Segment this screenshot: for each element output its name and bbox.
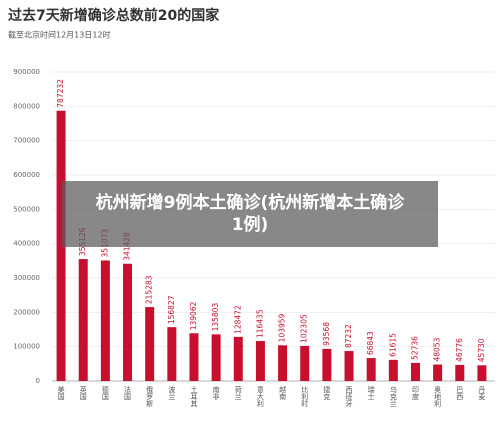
bar — [477, 365, 487, 381]
bar — [100, 260, 110, 381]
x-tick-label: 印度 — [411, 386, 419, 401]
value-label: 103959 — [278, 313, 287, 342]
bar — [278, 345, 288, 381]
bar — [167, 327, 177, 381]
value-label: 215283 — [145, 275, 154, 304]
chart-subtitle: 截至北京时间12月13日12时 — [8, 30, 111, 40]
value-label: 156827 — [167, 295, 176, 324]
x-tick-label: 俄罗斯 — [146, 385, 154, 408]
bar — [145, 307, 155, 381]
y-tick-label: 900000 — [13, 68, 40, 76]
x-tick-label: 南非 — [212, 385, 220, 401]
value-label: 46776 — [455, 338, 464, 362]
bar — [455, 364, 465, 381]
x-tick-label: 越南 — [279, 385, 287, 400]
value-label: 52736 — [410, 336, 419, 360]
bar — [56, 110, 66, 381]
y-tick-label: 200000 — [13, 308, 40, 316]
caption-box — [62, 181, 438, 247]
x-tick-label: 捷克 — [323, 385, 331, 401]
bar — [233, 336, 243, 381]
bar — [433, 364, 443, 381]
caption: 杭州新增9例本土确诊(杭州新增本土确诊 1例) — [96, 192, 406, 235]
x-tick-label: 巴西 — [456, 386, 464, 401]
bar — [300, 345, 310, 381]
bar — [255, 341, 265, 381]
value-label: 116435 — [255, 309, 264, 338]
caption-line: 1例) — [232, 214, 269, 235]
value-label: 87232 — [344, 324, 353, 348]
x-tick-label: 瑞士 — [367, 385, 375, 400]
x-tick-label: 奥地利 — [434, 385, 442, 407]
bar — [189, 333, 199, 381]
bar — [410, 362, 420, 381]
x-tick-label: 荷兰 — [234, 385, 242, 400]
x-tick-label: 法国 — [124, 385, 132, 401]
bar — [344, 351, 354, 381]
value-label: 45730 — [477, 338, 486, 362]
caption-line: 杭州新增9例本土确诊(杭州新增本土确诊 — [96, 192, 406, 213]
value-label: 102305 — [300, 314, 309, 343]
y-tick-label: 500000 — [13, 205, 40, 213]
x-tick-label: 意大利 — [256, 385, 264, 407]
value-label: 139062 — [189, 301, 198, 330]
value-label: 66843 — [366, 331, 375, 355]
y-tick-label: 800000 — [13, 102, 40, 110]
x-tick-label: 土耳其 — [190, 385, 198, 408]
value-label: 128472 — [233, 305, 242, 334]
bar — [322, 348, 332, 381]
bar — [78, 259, 88, 381]
value-label: 787232 — [56, 79, 65, 108]
y-tick-label: 300000 — [13, 274, 40, 282]
x-tick-label: 英国 — [79, 385, 87, 401]
x-tick-label: 比利时 — [301, 385, 309, 407]
y-tick-label: 100000 — [13, 343, 40, 351]
x-tick-label: 美国 — [57, 385, 65, 401]
bar — [388, 359, 398, 381]
x-tick-label: 乌克兰 — [389, 385, 397, 407]
x-tick-label: 西班牙 — [345, 386, 353, 408]
x-tick-label: 波兰 — [168, 385, 176, 400]
x-tick-label: 德国 — [101, 385, 109, 401]
bar — [211, 334, 221, 381]
y-tick-label: 400000 — [13, 240, 40, 248]
y-tick-label: 0 — [36, 377, 40, 385]
value-label: 93568 — [322, 322, 331, 346]
value-label: 61615 — [388, 333, 397, 357]
x-tick-label: 丹麦 — [478, 386, 486, 401]
value-label: 135803 — [211, 303, 220, 332]
value-label: 48053 — [433, 337, 442, 361]
bar — [123, 263, 133, 381]
bar — [366, 358, 376, 381]
y-tick-label: 700000 — [13, 137, 40, 145]
chart-title: 过去7天新增确诊总数前20的国家 — [8, 7, 220, 24]
y-tick-label: 600000 — [13, 171, 40, 179]
